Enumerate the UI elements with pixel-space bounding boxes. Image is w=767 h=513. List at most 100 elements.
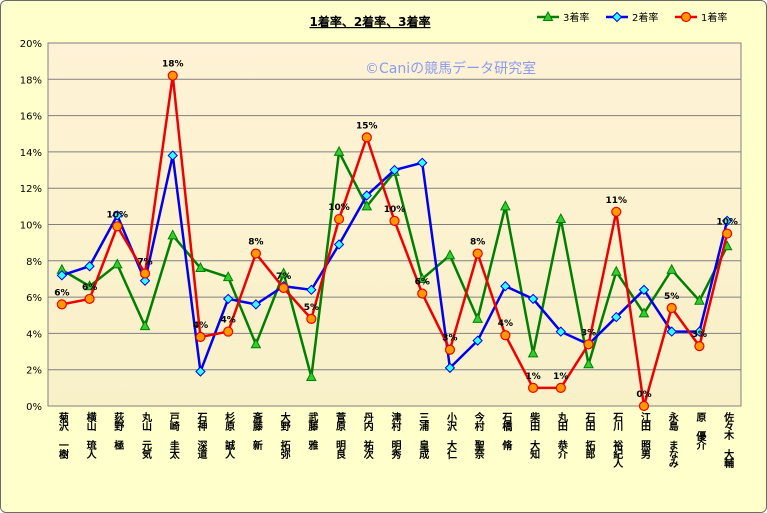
- legend: 3着率 2着率 1着率: [537, 10, 727, 24]
- data-point: [638, 307, 650, 318]
- x-tick-label: 斎藤 新: [250, 411, 262, 451]
- data-point: [333, 239, 345, 250]
- data-point: [361, 132, 372, 143]
- legend-marker: [611, 11, 623, 23]
- data-label: 11%: [605, 196, 627, 206]
- y-tick-label: 14%: [20, 148, 42, 159]
- data-point: [611, 206, 622, 217]
- x-tick-label: 石橋 脩: [500, 412, 513, 451]
- data-point: [361, 200, 373, 211]
- y-tick-label: 20%: [20, 39, 42, 50]
- data-label: 0%: [636, 390, 651, 400]
- x-tick-label: 今村 聖奈: [472, 411, 485, 460]
- data-point: [527, 293, 539, 305]
- watermark: ©Caniの競馬データ研究室: [365, 60, 536, 77]
- data-point: [306, 370, 317, 381]
- data-label: 4%: [221, 316, 236, 326]
- data-point: [84, 261, 95, 272]
- data-label: 18%: [162, 60, 184, 70]
- data-point: [389, 164, 400, 176]
- data-point: [278, 267, 289, 278]
- data-point: [472, 312, 483, 323]
- x-tick-label: 石田 拓郎: [583, 412, 596, 460]
- data-point: [555, 382, 566, 393]
- data-point: [56, 299, 67, 310]
- data-point: [223, 326, 234, 337]
- x-tick-label: 柴田 大知: [528, 411, 541, 460]
- y-tick-label: 4%: [26, 329, 42, 340]
- x-tick-label: 丹内 祐次: [361, 412, 373, 460]
- data-point: [167, 150, 178, 161]
- x-tick-label: 佐々木 大輔: [722, 411, 735, 469]
- data-point: [139, 320, 151, 331]
- data-point: [638, 400, 650, 412]
- data-point: [527, 347, 539, 358]
- x-tick-label: 丸田 恭介: [555, 411, 568, 459]
- x-tick-label: 菊沢 一樹: [56, 411, 68, 460]
- data-label: 3%: [442, 334, 457, 344]
- data-point: [444, 249, 456, 260]
- data-label: 3%: [581, 328, 596, 338]
- data-point: [472, 335, 483, 346]
- data-label: 8%: [470, 238, 485, 248]
- x-tick-label: 江田 照男: [638, 411, 650, 460]
- data-point: [583, 358, 594, 369]
- legend-label: 1着率: [701, 11, 727, 24]
- data-label: 6%: [82, 283, 97, 293]
- data-point: [527, 382, 539, 393]
- data-point: [250, 338, 262, 349]
- x-tick-label: 荻野 極: [112, 411, 124, 451]
- data-point: [250, 248, 261, 259]
- y-tick-label: 18%: [20, 75, 42, 86]
- data-label: 10%: [384, 205, 406, 215]
- y-tick-label: 12%: [20, 184, 42, 195]
- y-tick-label: 8%: [26, 257, 42, 268]
- data-point: [721, 215, 733, 227]
- x-tick-label: 武藤 雅: [306, 411, 318, 451]
- data-point: [444, 344, 456, 355]
- chart-title: 1着率、2着率、3着率: [309, 14, 430, 29]
- x-tick-label: 永島 まなみ: [666, 411, 679, 469]
- data-label: 8%: [248, 238, 263, 248]
- data-label: 5%: [304, 303, 319, 313]
- data-point: [56, 270, 68, 281]
- data-point: [222, 293, 234, 305]
- data-point: [555, 212, 567, 224]
- legend-label: 2着率: [632, 11, 658, 24]
- series-1着率: [56, 70, 733, 412]
- data-label: 7%: [137, 258, 152, 268]
- legend-marker: [542, 10, 554, 21]
- data-point: [84, 280, 95, 291]
- data-point: [417, 288, 428, 299]
- x-tick-label: 石川 裕紀人: [611, 412, 624, 468]
- data-point: [250, 299, 262, 310]
- data-point: [222, 271, 234, 282]
- x-tick-label: 菅原 明良: [334, 411, 346, 460]
- data-point: [417, 157, 428, 168]
- data-point: [444, 362, 456, 374]
- data-label: 4%: [193, 321, 208, 331]
- data-label: 5%: [664, 292, 679, 302]
- data-point: [112, 210, 123, 221]
- data-point: [416, 272, 428, 283]
- data-label: 10%: [328, 203, 350, 213]
- x-tick-label: 横山 琉人: [84, 411, 96, 459]
- data-point: [666, 326, 677, 337]
- x-tick-label: 津村 明秀: [389, 411, 402, 460]
- data-point: [500, 330, 511, 341]
- x-tick-label: 丸山 元気: [140, 411, 153, 460]
- data-label: 10%: [716, 218, 738, 228]
- data-point: [195, 366, 206, 377]
- data-point: [722, 228, 733, 239]
- legend-marker: [680, 11, 692, 23]
- data-point: [638, 284, 650, 296]
- data-point: [361, 190, 372, 201]
- data-point: [306, 313, 317, 324]
- legend-label: 3着率: [563, 11, 589, 24]
- x-tick-label: 小沢 大仁: [444, 411, 457, 460]
- data-label: 1%: [553, 372, 568, 382]
- y-tick-label: 2%: [26, 366, 42, 377]
- data-point: [500, 281, 511, 292]
- data-point: [666, 263, 678, 274]
